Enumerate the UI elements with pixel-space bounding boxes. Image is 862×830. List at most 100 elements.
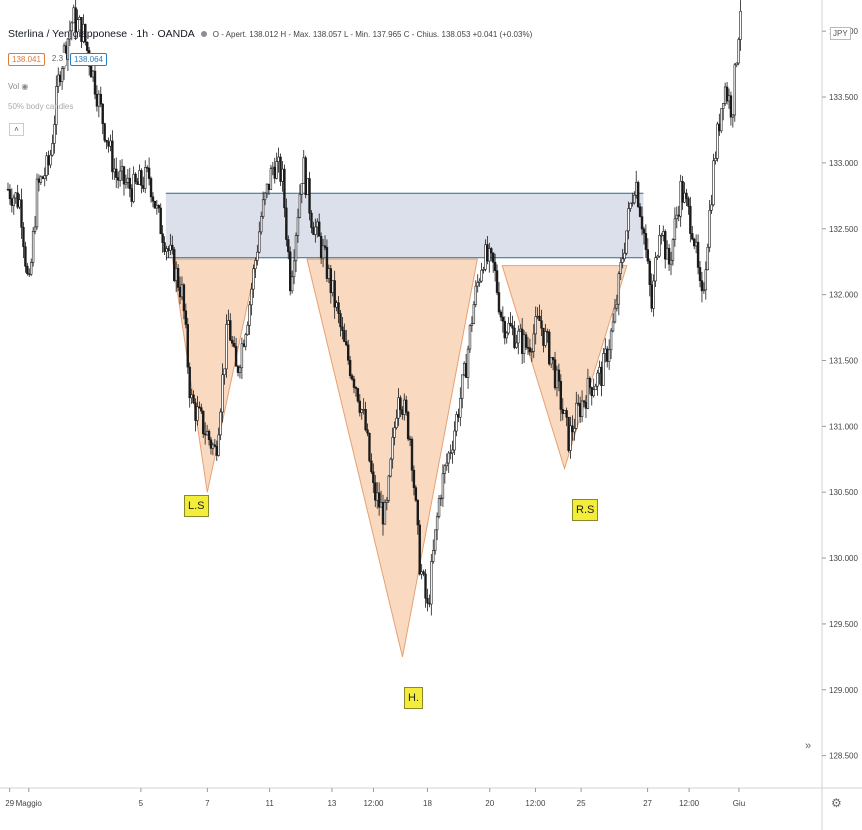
pattern-triangles <box>171 258 628 658</box>
candle-body <box>287 239 290 253</box>
candle-body <box>277 156 280 162</box>
candle-body <box>190 394 193 399</box>
candle-body <box>735 62 738 66</box>
candle-body <box>352 378 356 388</box>
candle-body <box>677 214 680 217</box>
candle-body <box>499 311 503 318</box>
candle-body <box>364 409 367 431</box>
candle-body <box>236 366 240 373</box>
candle-body <box>638 206 642 217</box>
candle-body <box>548 331 551 365</box>
candle-body <box>611 321 615 332</box>
candle-body <box>289 251 292 292</box>
candle-body <box>68 30 72 40</box>
candle-body <box>12 197 15 206</box>
candle-body <box>650 284 653 309</box>
candle-body <box>665 247 669 260</box>
candle-body <box>507 322 510 334</box>
candle-body <box>176 267 180 288</box>
candle-body <box>16 192 19 208</box>
candle-body <box>265 183 269 194</box>
candle-body <box>449 452 452 454</box>
candle-body <box>497 292 501 313</box>
candle-body <box>242 343 246 347</box>
candle-body <box>588 377 592 388</box>
candle-body <box>300 183 304 195</box>
candle-body <box>517 330 520 344</box>
candle-body <box>173 249 176 281</box>
candle-body <box>134 173 137 183</box>
candle-body <box>347 344 350 361</box>
y-tick-label: 132.000 <box>829 291 858 300</box>
candle-body <box>551 357 555 361</box>
candle-body <box>606 348 609 362</box>
candle-body <box>584 401 588 409</box>
candle-body <box>70 22 73 32</box>
candle-body <box>683 192 686 203</box>
candle-body <box>161 233 164 243</box>
scroll-right-icon[interactable]: » <box>805 740 812 752</box>
candle-body <box>404 399 408 413</box>
x-tick-label: 7 <box>205 799 210 808</box>
gear-icon[interactable]: ⚙ <box>831 796 842 810</box>
x-tick-label: 5 <box>139 799 144 808</box>
candle-body <box>592 389 595 397</box>
candle-body <box>279 156 282 182</box>
candle-body <box>167 248 170 251</box>
sell-button[interactable]: 138.041 <box>8 53 45 66</box>
candle-body <box>207 430 211 441</box>
candle-body <box>729 95 733 118</box>
symbol-title[interactable]: Sterlina / Yen giapponese · 1h · OANDA <box>8 28 195 40</box>
eye-icon[interactable]: ◉ <box>21 82 29 91</box>
candle-body <box>439 497 443 500</box>
candle-body <box>362 409 365 411</box>
candle-body <box>511 325 514 329</box>
candle-body <box>209 439 213 449</box>
candle-body <box>607 349 611 362</box>
candle-body <box>536 315 539 318</box>
candle-body <box>441 473 445 499</box>
chevron-up-icon[interactable]: ˄ <box>9 123 24 136</box>
candle-body <box>625 230 628 254</box>
candle-body <box>304 157 307 195</box>
candle-body <box>186 324 189 368</box>
candle-body <box>662 231 665 236</box>
candle-body <box>716 123 719 159</box>
candle-body <box>403 399 406 415</box>
candle-body <box>174 267 178 281</box>
candle-body <box>488 248 491 262</box>
buy-button[interactable]: 138.064 <box>70 53 107 66</box>
candle-body <box>646 249 650 262</box>
candle-body <box>443 465 447 474</box>
candle-body <box>221 374 224 413</box>
x-tick-label: Maggio <box>16 799 43 808</box>
candle-body <box>491 252 495 263</box>
candle-body <box>710 204 713 211</box>
candle-body <box>538 315 541 322</box>
candle-body <box>136 181 139 185</box>
candle-body <box>689 206 692 234</box>
volume-sub-label[interactable]: 50% body candles <box>8 102 74 111</box>
candle-body <box>681 181 684 203</box>
candle-body <box>188 366 191 399</box>
candle-body <box>464 363 468 378</box>
candle-body <box>447 452 450 464</box>
candle-body <box>14 192 17 199</box>
candle-body <box>704 269 708 291</box>
candle-body <box>180 284 184 298</box>
volume-label: Vol <box>8 82 20 91</box>
candle-body <box>636 182 640 208</box>
candle-body <box>335 302 338 308</box>
candle-body <box>526 347 530 349</box>
candle-body <box>6 188 10 191</box>
candle-body <box>737 39 740 64</box>
candle-body <box>99 93 102 105</box>
candle-body <box>422 571 425 575</box>
volume-indicator-label[interactable]: Vol ◉ <box>8 82 28 91</box>
candle-body <box>391 437 394 460</box>
candle-body <box>530 351 534 353</box>
candle-body <box>169 244 172 251</box>
candle-body <box>149 178 153 198</box>
candle-body <box>503 320 506 339</box>
